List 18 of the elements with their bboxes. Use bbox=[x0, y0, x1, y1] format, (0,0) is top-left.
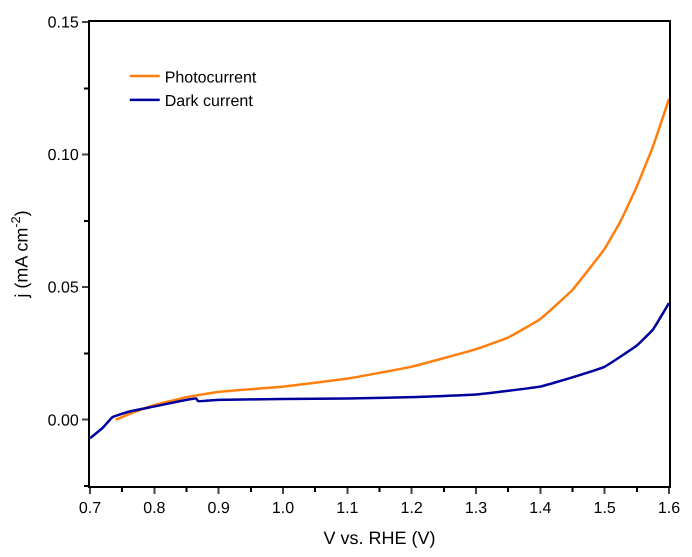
y-tick-label: 0.05 bbox=[48, 280, 79, 297]
x-tick-label: 1.4 bbox=[529, 500, 552, 518]
y-tick-label: 0.10 bbox=[48, 147, 79, 164]
x-tick-label: 0.7 bbox=[78, 500, 102, 518]
x-tick-label: 1.5 bbox=[594, 500, 616, 518]
line-series bbox=[90, 302, 669, 440]
x-tick-label: 0.9 bbox=[208, 500, 230, 518]
x-tick-label: 1.1 bbox=[336, 500, 359, 518]
legend-label: Photocurrent bbox=[164, 69, 257, 86]
x-tick-label: 1.0 bbox=[272, 500, 294, 518]
x-tick-label: 0.8 bbox=[143, 500, 166, 518]
x-tick-label: 1.2 bbox=[400, 500, 423, 518]
x-tick-label: 1.6 bbox=[658, 500, 680, 518]
x-axis-title: V vs. RHE (V) bbox=[323, 528, 436, 548]
x-tick-label: 1.3 bbox=[464, 500, 488, 518]
legend-label: Dark current bbox=[164, 93, 254, 110]
y-tick-label: 0.00 bbox=[48, 412, 79, 430]
y-tick-label: 0.15 bbox=[48, 14, 79, 32]
